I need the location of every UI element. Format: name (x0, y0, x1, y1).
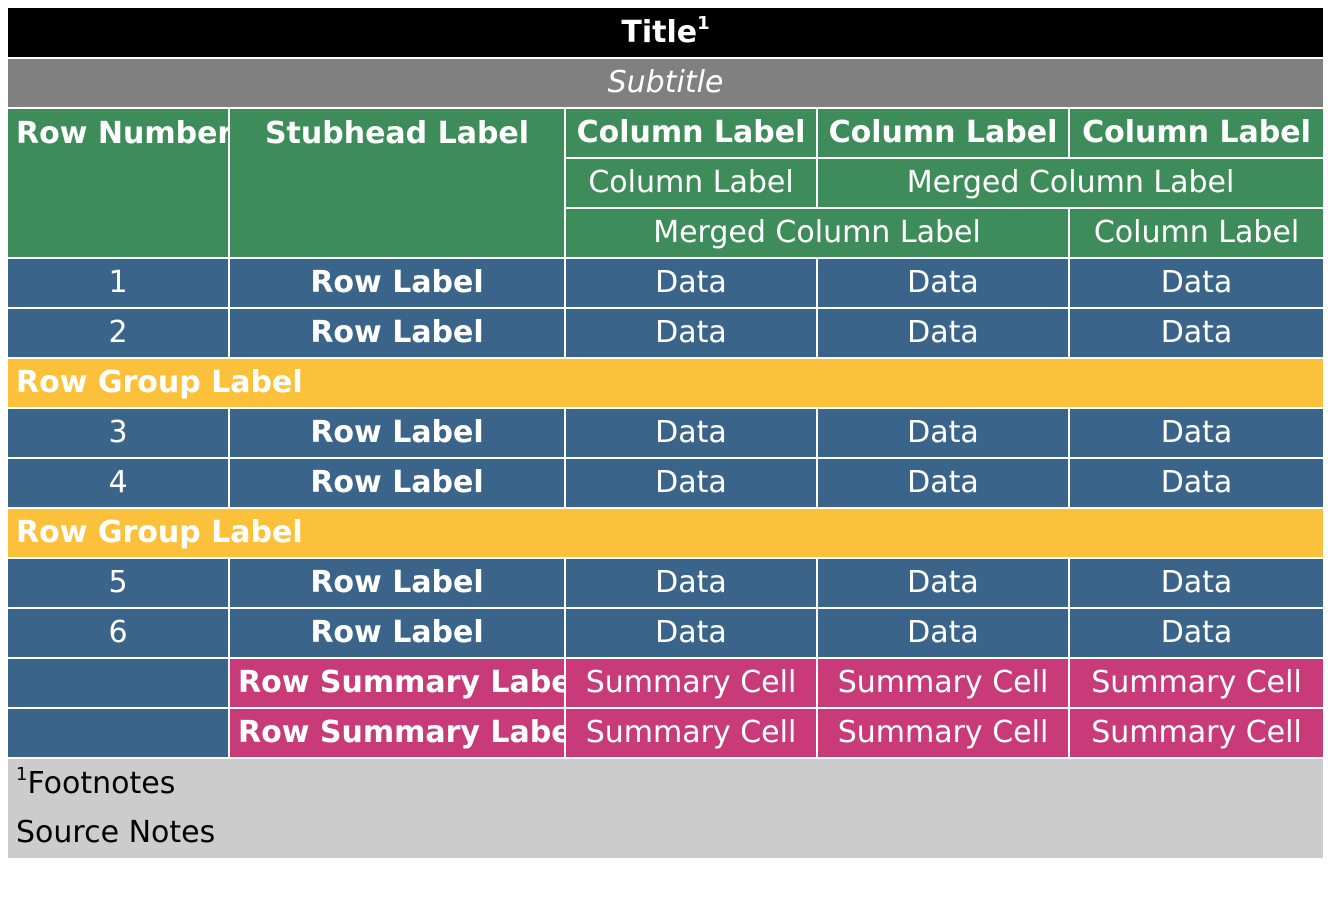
data-cell: Data (564, 257, 818, 309)
title-row: Title1 (8, 8, 1324, 59)
footnotes-row: 1Footnotes (8, 757, 1324, 808)
row-number: 1 (8, 257, 230, 309)
table-row: 6 Row Label Data Data Data (8, 607, 1324, 659)
data-cell: Data (816, 407, 1070, 459)
data-cell: Data (1067, 607, 1324, 659)
column-label: Column Label (816, 107, 1070, 159)
row-number: 6 (8, 607, 230, 659)
summary-row-number-blank (8, 657, 230, 709)
data-cell: Data (1067, 407, 1324, 459)
merged-column-label: Merged Column Label (565, 207, 1070, 259)
data-cell: Data (816, 257, 1070, 309)
summary-cell: Summary Cell (564, 707, 818, 759)
data-cell: Data (1067, 257, 1324, 309)
summary-cell: Summary Cell (816, 707, 1070, 759)
column-label: Column Label (564, 107, 818, 159)
row-label: Row Label (228, 607, 566, 659)
data-cell: Data (816, 607, 1070, 659)
row-summary-label: Row Summary Label (228, 707, 566, 759)
data-cell: Data (564, 307, 818, 359)
row-number: 2 (8, 307, 230, 359)
table-subtitle: Subtitle (8, 57, 1324, 109)
table-row: 5 Row Label Data Data Data (8, 557, 1324, 609)
table-row: 3 Row Label Data Data Data (8, 407, 1324, 459)
column-header-row-3: Merged Column Label Column Label (8, 207, 1324, 259)
summary-cell: Summary Cell (1067, 707, 1324, 759)
column-header-row-1: Row Number Stubhead Label Column Label C… (8, 107, 1324, 259)
subtitle-row: Subtitle (8, 57, 1324, 109)
data-cell: Data (564, 607, 818, 659)
row-number: 3 (8, 407, 230, 459)
table-row: 2 Row Label Data Data Data (8, 307, 1324, 359)
summary-cell: Summary Cell (816, 657, 1070, 709)
data-cell: Data (1067, 457, 1324, 509)
row-number: 5 (8, 557, 230, 609)
summary-cell: Summary Cell (564, 657, 818, 709)
row-label: Row Label (228, 407, 566, 459)
data-cell: Data (564, 557, 818, 609)
column-label: Column Label (1067, 207, 1324, 259)
stubhead-label: Stubhead Label (228, 107, 566, 259)
summary-row: Row Summary Label Summary Cell Summary C… (8, 707, 1324, 759)
data-cell: Data (1067, 307, 1324, 359)
row-summary-label: Row Summary Label (228, 657, 566, 709)
source-notes: Source Notes (8, 808, 1324, 858)
source-notes-row: Source Notes (8, 808, 1324, 858)
row-label: Row Label (228, 557, 566, 609)
merged-column-label: Merged Column Label (815, 157, 1324, 209)
table: Title1 Subtitle Row Number Stubhead Labe… (8, 8, 1324, 858)
footnote-mark: 1 (16, 764, 28, 785)
row-number-header: Row Number (8, 107, 230, 259)
data-cell: Data (564, 457, 818, 509)
column-header-row-2: Column Label Merged Column Label (8, 157, 1324, 209)
column-label: Column Label (1067, 107, 1324, 159)
row-label: Row Label (228, 457, 566, 509)
summary-row: Row Summary Label Summary Cell Summary C… (8, 657, 1324, 709)
data-cell: Data (816, 557, 1070, 609)
column-label: Column Label (565, 157, 818, 209)
title-footnote-mark: 1 (697, 13, 710, 34)
table-row: 1 Row Label Data Data Data (8, 257, 1324, 309)
row-label: Row Label (228, 307, 566, 359)
table-title: Title1 (8, 8, 1324, 59)
table-row: 4 Row Label Data Data Data (8, 457, 1324, 509)
summary-row-number-blank (8, 707, 230, 759)
data-cell: Data (816, 457, 1070, 509)
data-cell: Data (1067, 557, 1324, 609)
row-group-row: Row Group Label (8, 507, 1324, 559)
footnotes: 1Footnotes (8, 757, 1324, 808)
row-label: Row Label (228, 257, 566, 309)
row-group-label: Row Group Label (8, 507, 1324, 559)
row-number: 4 (8, 457, 230, 509)
summary-cell: Summary Cell (1067, 657, 1324, 709)
row-group-row: Row Group Label (8, 357, 1324, 409)
data-cell: Data (564, 407, 818, 459)
data-cell: Data (816, 307, 1070, 359)
row-group-label: Row Group Label (8, 357, 1324, 409)
